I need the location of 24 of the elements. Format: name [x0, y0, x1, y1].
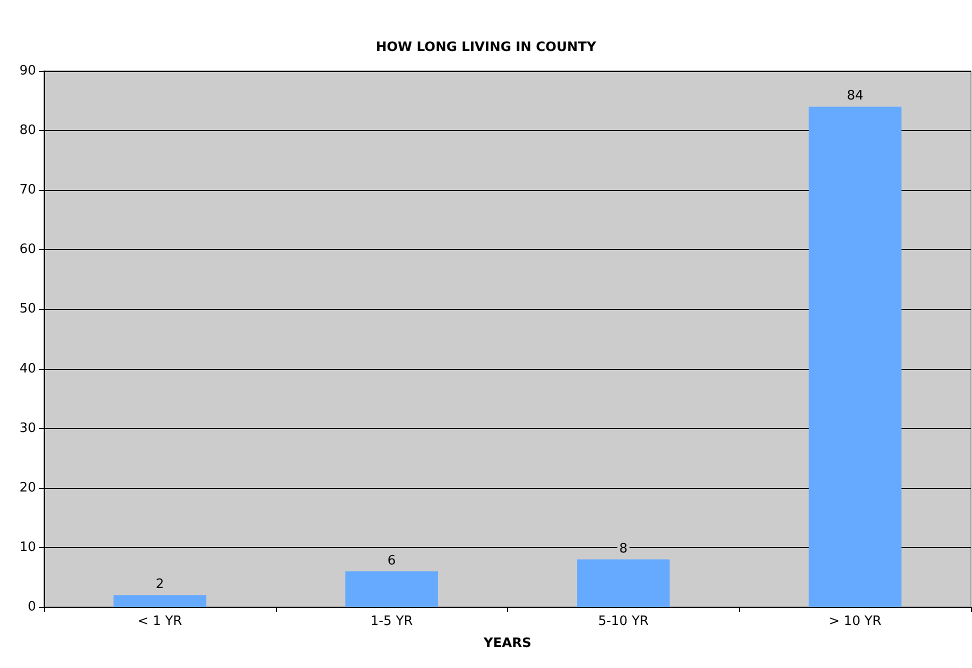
x-tick-label: 5-10 YR — [598, 614, 649, 629]
bar — [808, 106, 902, 607]
y-tick-label: 50 — [19, 302, 36, 317]
x-axis-title: YEARS — [482, 636, 532, 651]
y-tick-label: 90 — [19, 64, 36, 78]
y-tick-label: 30 — [19, 420, 36, 436]
y-tick-label: 60 — [19, 242, 36, 258]
data-label: 8 — [619, 541, 628, 556]
chart-title: HOW LONG LIVING IN COUNTY — [376, 40, 597, 55]
y-tick-label: 80 — [19, 123, 36, 138]
x-tick-label: > 10 YR — [828, 614, 882, 629]
y-tick-label: 70 — [19, 182, 36, 198]
y-tick-label: 20 — [19, 480, 36, 496]
data-label: 84 — [846, 88, 864, 104]
bar — [577, 559, 670, 607]
y-tick-label: 40 — [19, 361, 36, 376]
bar — [345, 571, 438, 607]
bar — [114, 595, 206, 607]
data-label: 2 — [156, 577, 164, 592]
y-tick-label: 10 — [19, 540, 36, 555]
x-tick-label: 1-5 YR — [370, 614, 413, 629]
data-label: 6 — [387, 553, 396, 568]
x-tick-label: < 1 YR — [138, 614, 182, 629]
y-tick-label: 0 — [28, 600, 36, 614]
